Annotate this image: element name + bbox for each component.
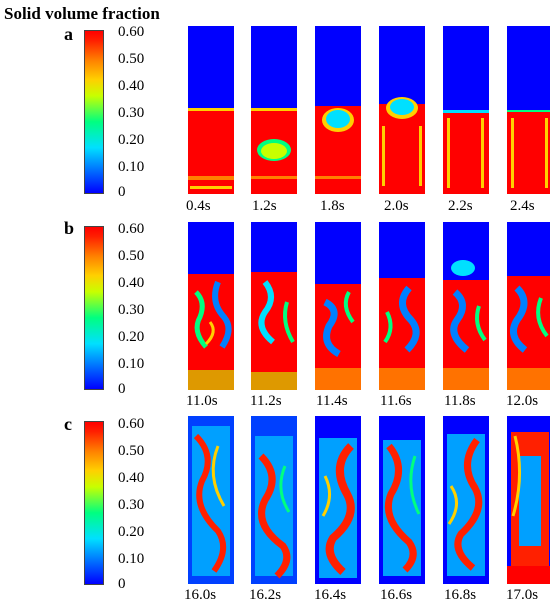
contour-panel-c-5 [443,416,489,584]
time-label-a-4: 2.0s [384,198,409,214]
colorbar-b-tick: 0.40 [118,275,145,291]
colorbar-c-tick: 0.20 [118,524,145,540]
time-label-a-2: 1.2s [252,198,277,214]
row-a-label: a [64,24,73,44]
colorbar-a-tick: 0.20 [118,132,145,148]
contour-panel-b-2 [251,222,297,390]
contour-panel-a-1 [188,26,234,194]
time-label-b-6: 12.0s [506,393,539,409]
time-label-c-3: 16.4s [314,587,347,603]
row-c-label: c [64,414,72,434]
contour-panel-b-6 [507,222,550,390]
colorbar-a-tick: 0.30 [118,105,145,121]
colorbar-a [84,30,104,194]
time-label-c-1: 16.0s [184,587,217,603]
row-b-label: b [64,218,75,238]
colorbar-c-tick: 0.50 [118,443,145,459]
contour-panel-a-4 [379,26,425,194]
contour-panel-c-3 [315,416,361,584]
colorbar-a-tick: 0.10 [118,159,145,175]
time-label-a-5: 2.2s [448,198,473,214]
colorbar-c-tick: 0.40 [118,470,145,486]
colorbar-b-tick: 0.30 [118,302,145,318]
contour-panel-b-3 [315,222,361,390]
time-label-c-2: 16.2s [249,587,282,603]
time-label-a-6: 2.4s [510,198,535,214]
colorbar-b-tick: 0.50 [118,248,145,264]
figure-title: Solid volume fraction [4,4,160,23]
time-label-b-3: 11.4s [316,393,348,409]
colorbar-a-tick: 0.40 [118,78,145,94]
contour-panel-a-5 [443,26,489,194]
colorbar-a-tick: 0 [118,184,126,200]
contour-panel-a-6 [507,26,550,194]
colorbar-c [84,421,104,585]
colorbar-a-tick: 0.50 [118,51,145,67]
time-label-c-5: 16.8s [444,587,477,603]
time-label-b-4: 11.6s [380,393,412,409]
time-label-b-5: 11.8s [444,393,476,409]
contour-panel-b-1 [188,222,234,390]
colorbar-a-tick: 0.60 [118,24,145,40]
contour-panel-c-4 [379,416,425,584]
colorbar-b [84,226,104,390]
colorbar-c-tick: 0.60 [118,416,145,432]
time-label-c-4: 16.6s [380,587,413,603]
time-label-a-3: 1.8s [320,198,345,214]
colorbar-c-tick: 0.30 [118,497,145,513]
colorbar-b-tick: 0.10 [118,356,145,372]
colorbar-c-tick: 0.10 [118,551,145,567]
contour-panel-b-5 [443,222,489,390]
time-label-b-1: 11.0s [186,393,218,409]
contour-panel-c-1 [188,416,234,584]
contour-panel-a-3 [315,26,361,194]
contour-panel-c-2 [251,416,297,584]
colorbar-b-tick: 0.60 [118,221,145,237]
contour-panel-c-6 [507,416,550,584]
time-label-b-2: 11.2s [250,393,282,409]
contour-panel-b-4 [379,222,425,390]
colorbar-b-tick: 0.20 [118,329,145,345]
time-label-c-6: 17.0s [506,587,539,603]
time-label-a-1: 0.4s [186,198,211,214]
contour-panel-a-2 [251,26,297,194]
colorbar-c-tick: 0 [118,576,126,592]
colorbar-b-tick: 0 [118,381,126,397]
